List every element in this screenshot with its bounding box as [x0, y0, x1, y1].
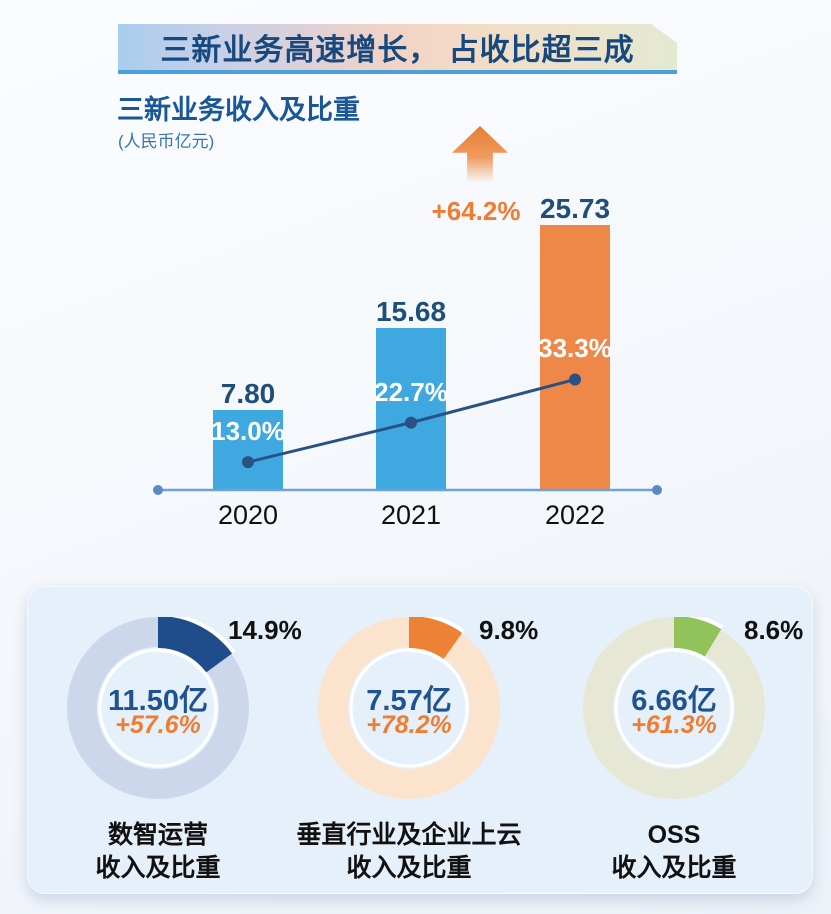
- bar-pct-label-2021: 22.7%: [374, 376, 448, 407]
- chart-title: 三新业务收入及比重: [117, 95, 360, 125]
- donut-digital-operations-name: 数智运营 收入及比重: [0, 819, 338, 885]
- donut-segment: [673, 617, 722, 657]
- donut-vertical-cloud: [318, 617, 500, 799]
- axis-end-dot: [652, 485, 662, 495]
- bar-value-label-2021: 15.68: [375, 296, 447, 327]
- donut-vertical-cloud-pct: 9.8%: [479, 615, 539, 645]
- donut-digital-operations-pct: 14.9%: [228, 615, 302, 645]
- donut-name-line1: 垂直行业及企业上云: [296, 821, 522, 849]
- donut-oss-growth: +61.3%: [631, 711, 717, 739]
- banner: 三新业务高速增长， 占收比超三成: [118, 24, 677, 70]
- donut-oss-name: OSS 收入及比重: [494, 819, 831, 885]
- donut-digital-operations-growth: +57.6%: [115, 711, 201, 739]
- donut-name-line2: 收入及比重: [611, 854, 737, 882]
- bar-2021: [376, 328, 446, 490]
- chart-unit-label: (人民币亿元): [118, 132, 215, 151]
- donut-oss-value: 6.66亿: [631, 685, 717, 717]
- banner-title: 三新业务高速增长， 占收比超三成: [160, 34, 635, 67]
- donut-digital-operations-value: 11.50亿: [108, 685, 208, 717]
- donut-segment: [408, 617, 463, 660]
- donut-digital-operations: [67, 617, 249, 799]
- bar-value-label-2022: 25.73: [539, 193, 611, 224]
- donut-segment: [157, 617, 233, 673]
- bar-pct-label-2020: 13.0%: [211, 416, 285, 447]
- x-axis-label-2021: 2021: [380, 500, 442, 530]
- banner-underline: [118, 70, 677, 74]
- donut-inner-rim: [349, 648, 469, 768]
- donut-name-line2: 收入及比重: [346, 854, 472, 882]
- donut-name-line2: 收入及比重: [95, 854, 221, 882]
- donut-vertical-cloud-growth: +78.2%: [366, 711, 452, 739]
- x-axis-label-2020: 2020: [217, 500, 279, 530]
- bar-pct-label-2022: 33.3%: [538, 333, 612, 364]
- donut-vertical-cloud-name: 垂直行业及企业上云 收入及比重: [229, 819, 589, 885]
- bar-chart: 7.80 13.0% 2020 15.68 22.7% 2021 25.73 33.3% 202…: [153, 126, 662, 530]
- donut-name-line1: OSS: [647, 821, 701, 849]
- x-axis-label-2022: 2022: [544, 500, 606, 530]
- yoy-growth-label: +64.2%: [431, 196, 521, 226]
- bar-value-label-2020: 7.80: [220, 378, 276, 409]
- donut-name-line1: 数智运营: [107, 821, 208, 849]
- axis-end-dot: [153, 485, 163, 495]
- donut-vertical-cloud-value: 7.57亿: [366, 685, 452, 717]
- donut-oss: [583, 617, 765, 799]
- donut-oss-pct: 8.6%: [744, 615, 804, 645]
- growth-arrow-up-icon: [452, 126, 508, 183]
